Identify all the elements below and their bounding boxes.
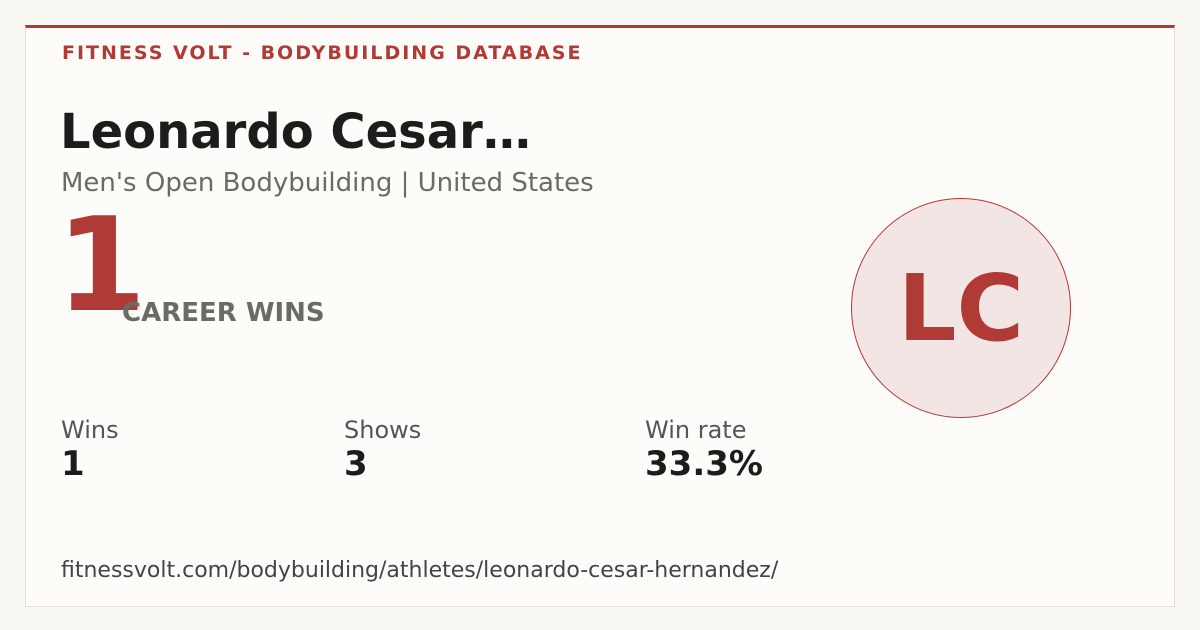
avatar: LC <box>851 198 1071 418</box>
brand: FITNESS VOLT - BODYBUILDING DATABASE <box>62 42 583 64</box>
url: fitnessvolt.com/bodybuilding/athletes/le… <box>61 558 779 583</box>
hero-label: CAREER WINS <box>122 298 325 328</box>
stat-value: 3 <box>344 444 368 484</box>
stat-label: Shows <box>344 416 422 444</box>
stat-value: 33.3% <box>645 444 763 484</box>
athlete-subtitle: Men's Open Bodybuilding | United States <box>61 168 594 198</box>
stat-label: Win rate <box>645 416 747 444</box>
stat-label: Wins <box>61 416 119 444</box>
stat-value: 1 <box>61 444 85 484</box>
card: FITNESS VOLT - BODYBUILDING DATABASE Leo… <box>25 25 1175 607</box>
hero-value: 1 <box>56 189 147 341</box>
athlete-name: Leonardo Cesar… <box>60 104 531 160</box>
